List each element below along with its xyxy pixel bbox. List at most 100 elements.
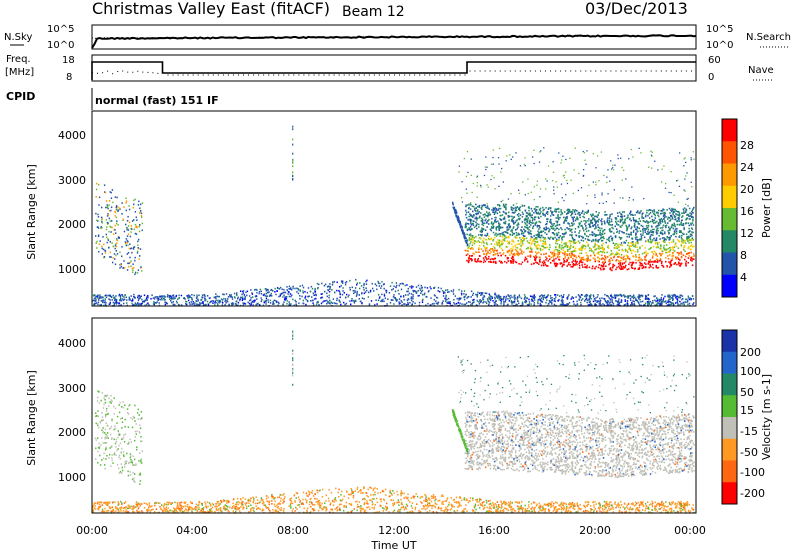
power-cell bbox=[310, 300, 312, 302]
power-cell bbox=[686, 172, 688, 174]
power-cell bbox=[504, 235, 506, 238]
power-cell bbox=[472, 248, 474, 250]
power-cell bbox=[326, 302, 328, 305]
power-cell bbox=[393, 303, 395, 305]
power-cell bbox=[556, 220, 559, 223]
power-cell bbox=[116, 208, 118, 211]
power-cell bbox=[569, 225, 571, 227]
power-cell bbox=[140, 210, 142, 212]
power-cell bbox=[351, 286, 353, 289]
power-cell bbox=[622, 231, 624, 234]
power-cell bbox=[442, 300, 444, 302]
power-cell bbox=[506, 155, 508, 157]
power-cell bbox=[523, 259, 526, 262]
power-cell bbox=[104, 295, 106, 297]
power-cell bbox=[611, 296, 613, 299]
power-cell bbox=[588, 259, 590, 261]
power-cell bbox=[592, 181, 594, 183]
power-cell bbox=[342, 282, 344, 284]
power-cell bbox=[301, 295, 303, 298]
power-cell bbox=[675, 235, 677, 238]
power-cell bbox=[139, 296, 141, 299]
power-cell bbox=[478, 234, 480, 236]
power-cell bbox=[684, 258, 686, 261]
power-cell bbox=[125, 202, 127, 204]
velocity-cell bbox=[519, 507, 521, 510]
power-cell bbox=[690, 222, 692, 225]
power-cell bbox=[635, 297, 637, 300]
power-cell bbox=[578, 248, 580, 250]
power-cell bbox=[355, 295, 358, 297]
power-cell bbox=[116, 220, 118, 222]
power-cell bbox=[675, 297, 677, 299]
power-cell bbox=[116, 239, 119, 242]
power-cell bbox=[476, 295, 478, 297]
power-cell bbox=[614, 244, 616, 247]
power-cell bbox=[557, 231, 560, 234]
power-cell bbox=[507, 229, 510, 231]
power-cell bbox=[616, 212, 619, 214]
power-cell bbox=[568, 210, 571, 213]
power-cell bbox=[633, 300, 635, 303]
power-cell bbox=[528, 220, 531, 223]
power-cell bbox=[508, 236, 510, 239]
power-cell bbox=[138, 230, 141, 233]
power-cell bbox=[498, 225, 500, 228]
power-cell bbox=[558, 245, 561, 247]
power-cell bbox=[164, 299, 166, 301]
power-cell bbox=[644, 303, 646, 306]
power-cell bbox=[518, 208, 521, 210]
power-cell bbox=[602, 230, 604, 233]
power-cell bbox=[494, 234, 496, 236]
power-cell bbox=[334, 302, 337, 305]
power-cell bbox=[157, 297, 159, 299]
power-cell bbox=[396, 284, 398, 287]
power-cell bbox=[553, 193, 555, 195]
power-cell bbox=[483, 252, 485, 255]
power-cell bbox=[566, 298, 569, 300]
power-cell bbox=[114, 244, 117, 247]
power-cell bbox=[570, 250, 573, 253]
power-cell bbox=[342, 287, 344, 289]
power-cell bbox=[580, 299, 583, 301]
power-cell bbox=[555, 257, 557, 260]
power-cell bbox=[599, 299, 602, 302]
power-cell bbox=[241, 293, 243, 296]
power-cell bbox=[563, 258, 565, 260]
power-cell bbox=[199, 301, 201, 304]
power-cell bbox=[670, 192, 672, 194]
power-cell bbox=[575, 261, 577, 264]
power-cell bbox=[477, 217, 479, 219]
power-cell bbox=[551, 253, 553, 255]
power-cell bbox=[683, 228, 685, 231]
power-cell bbox=[605, 301, 608, 303]
power-cell bbox=[115, 232, 117, 234]
power-cell bbox=[596, 216, 599, 218]
power-cell bbox=[622, 222, 625, 225]
power-cell bbox=[503, 216, 506, 218]
power-cell bbox=[102, 301, 104, 303]
power-cell bbox=[664, 211, 666, 214]
power-cell bbox=[681, 219, 683, 222]
power-cell bbox=[558, 218, 560, 221]
power-cell bbox=[511, 296, 513, 299]
power-cell bbox=[549, 295, 552, 297]
power-cell bbox=[542, 230, 545, 232]
power-cell bbox=[476, 227, 478, 230]
power-cell bbox=[657, 266, 660, 269]
power-cell bbox=[470, 303, 472, 306]
power-cell bbox=[481, 239, 484, 242]
power-cell bbox=[125, 296, 127, 299]
power-cell bbox=[560, 210, 562, 213]
power-cell bbox=[132, 269, 134, 271]
power-cell bbox=[240, 296, 242, 299]
power-cell bbox=[691, 186, 693, 188]
power-cell bbox=[134, 223, 137, 226]
power-cell bbox=[632, 199, 634, 201]
power-cell bbox=[517, 218, 520, 220]
power-cell bbox=[141, 229, 143, 232]
power-cell bbox=[571, 266, 574, 268]
power-cell bbox=[595, 234, 597, 236]
power-cell bbox=[430, 287, 432, 290]
power-cell bbox=[521, 216, 524, 218]
